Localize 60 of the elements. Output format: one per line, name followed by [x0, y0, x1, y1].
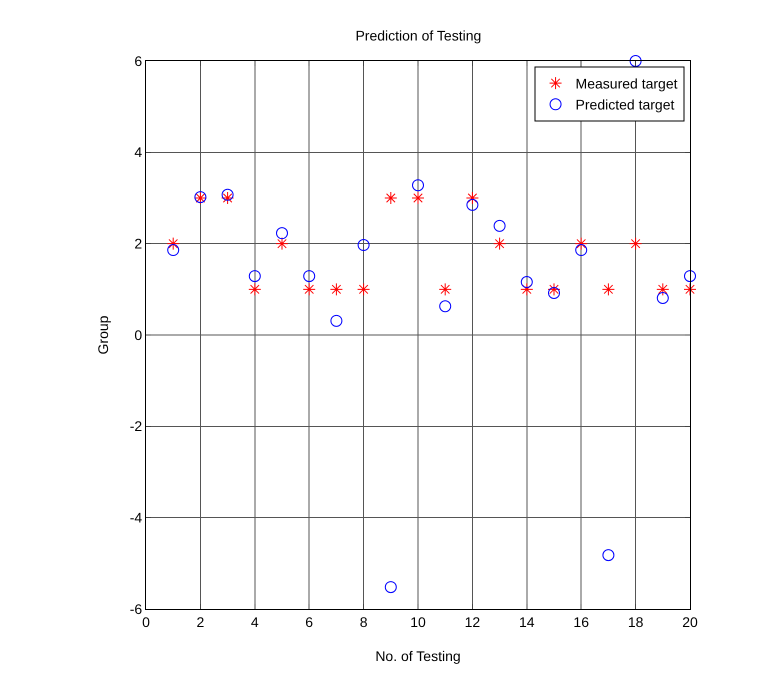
legend-label: Predicted target — [576, 96, 675, 113]
point — [248, 282, 262, 296]
point — [574, 237, 588, 250]
point — [548, 282, 560, 296]
point — [166, 237, 180, 250]
y-tick-label: 4 — [134, 144, 142, 160]
point — [303, 270, 316, 282]
point — [494, 220, 506, 232]
point — [656, 282, 670, 296]
y-tick-label: 6 — [134, 52, 142, 69]
y-tick-label: 2 — [134, 236, 142, 252]
point — [439, 300, 452, 312]
x-tick-label: 12 — [464, 614, 480, 630]
point — [466, 198, 478, 211]
point — [629, 237, 642, 250]
x-tick-label: 14 — [519, 614, 535, 630]
point — [276, 227, 288, 240]
point — [438, 282, 452, 296]
point — [656, 292, 669, 304]
point — [602, 549, 614, 562]
x-tick-label: 2 — [196, 614, 204, 630]
y-tick-label: 0 — [134, 326, 142, 343]
x-axis-title: No. of Testing — [375, 648, 461, 664]
point — [412, 192, 424, 204]
point — [466, 192, 479, 204]
point — [548, 286, 560, 299]
point — [357, 282, 370, 296]
x-tick-label: 16 — [573, 614, 590, 630]
y-tick-label: -6 — [130, 600, 142, 617]
x-tick-label: 4 — [250, 614, 259, 630]
chart-title: Prediction of Testing — [355, 28, 482, 44]
point — [302, 282, 316, 296]
point — [493, 237, 506, 250]
point — [684, 270, 696, 282]
x-tick-label: 6 — [305, 614, 314, 630]
point — [520, 276, 533, 288]
point — [520, 282, 534, 296]
x-tick-label: 18 — [628, 614, 644, 630]
x-tick-label: 10 — [410, 614, 426, 630]
x-tick-label: 8 — [360, 614, 368, 630]
point — [384, 192, 398, 204]
y-axis-title: Group — [95, 315, 111, 354]
y-tick-label: -2 — [130, 418, 142, 434]
point — [221, 192, 234, 204]
point — [630, 55, 642, 67]
point — [575, 244, 588, 256]
point — [330, 314, 342, 327]
point — [602, 282, 615, 296]
point — [358, 239, 370, 252]
point — [684, 282, 696, 296]
point — [412, 179, 424, 192]
point — [276, 237, 288, 250]
point — [330, 282, 343, 296]
point — [167, 244, 180, 256]
legend-label: Measured target — [576, 76, 678, 92]
y-tick-label: -4 — [130, 510, 142, 526]
point — [384, 581, 397, 594]
point — [222, 188, 234, 201]
point — [248, 270, 261, 282]
x-tick-label: 20 — [682, 614, 698, 630]
